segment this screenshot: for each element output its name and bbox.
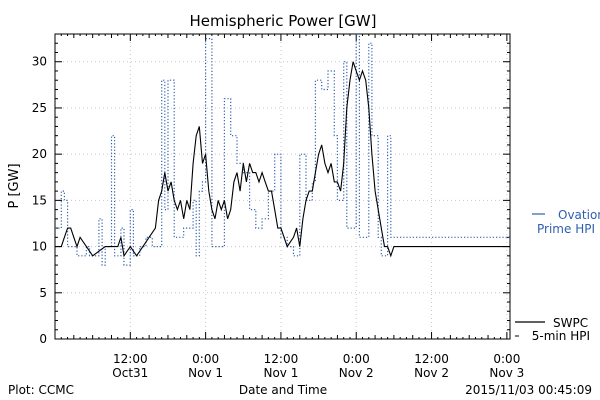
x-tick-label-time: 12:00 <box>113 352 148 366</box>
plot-credit: Plot: CCMC <box>8 383 74 397</box>
ovation-prime-hpi-line <box>55 34 510 266</box>
y-tick-label: 5 <box>39 286 47 300</box>
plot-frame <box>54 33 511 340</box>
y-tick-label: 30 <box>32 55 47 69</box>
x-tick-label-date: Nov 2 <box>339 366 374 380</box>
legend-ovation-label-2: Prime HPI <box>537 222 595 236</box>
x-tick-label-date: Nov 1 <box>263 366 298 380</box>
x-tick-label-date: Nov 2 <box>414 366 449 380</box>
x-tick-label-time: 0:00 <box>192 352 219 366</box>
x-tick-label-date: Oct31 <box>112 366 148 380</box>
y-tick-label: 25 <box>32 101 47 115</box>
y-axis-label: P [GW] <box>7 163 22 208</box>
grid-layer <box>55 34 510 339</box>
y-tick-label: 20 <box>32 147 47 161</box>
y-tick-label: 0 <box>39 332 47 346</box>
x-tick-label-time: 0:00 <box>493 352 520 366</box>
x-tick-label-time: 12:00 <box>264 352 299 366</box>
swpc-hpi-line <box>55 61 510 258</box>
x-tick-label-date: Nov 1 <box>188 366 223 380</box>
legend-swpc-label: SWPC <box>553 316 588 330</box>
series-layer <box>55 34 510 266</box>
x-axis-label: Date and Time <box>239 383 327 397</box>
y-tick-label: 15 <box>32 193 47 207</box>
x-tick-label-time: 12:00 <box>414 352 449 366</box>
x-tick-label-time: 0:00 <box>343 352 370 366</box>
legend-swpc-label-2: 5-min HPI <box>532 329 590 343</box>
x-tick-label-date: Nov 3 <box>489 366 524 380</box>
y-tick-label: 10 <box>32 240 47 254</box>
chart-title: Hemispheric Power [GW] <box>190 12 377 30</box>
legend-ovation-label: Ovation <box>558 208 600 222</box>
plot-timestamp: 2015/11/03 00:45:09 <box>465 383 592 397</box>
